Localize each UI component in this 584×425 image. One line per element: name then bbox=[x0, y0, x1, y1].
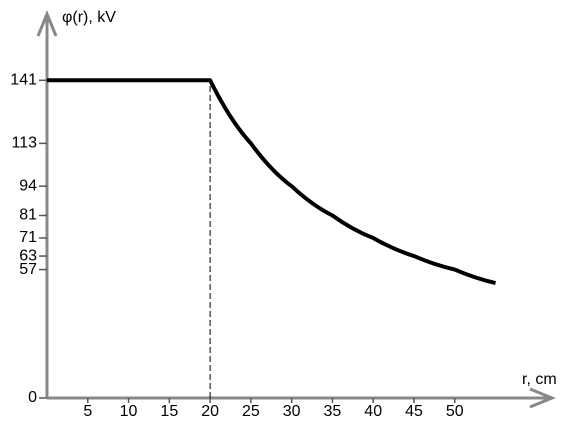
x-axis-arrow bbox=[529, 387, 556, 409]
x-tick-label: 10 bbox=[120, 403, 138, 420]
y-tick-label: 113 bbox=[11, 135, 37, 152]
x-tick-label: 30 bbox=[283, 403, 301, 420]
x-tick-label: 35 bbox=[324, 403, 342, 420]
curve bbox=[47, 78, 496, 286]
x-tick-label: 45 bbox=[405, 403, 423, 420]
y-axis-label: φ(r), kV bbox=[62, 9, 116, 26]
x-tick-label: 20 bbox=[201, 403, 219, 420]
y-tick-label: 63 bbox=[19, 247, 37, 264]
x-tick-label: 5 bbox=[83, 403, 92, 420]
y-tick-label: 71 bbox=[19, 229, 37, 246]
y-tick-label: 57 bbox=[19, 261, 37, 278]
x-tick-label: 15 bbox=[160, 403, 178, 420]
y-tick-label: 81 bbox=[19, 207, 37, 224]
y-tick-label: 94 bbox=[19, 177, 37, 194]
x-tick-label: 25 bbox=[242, 403, 260, 420]
y-axis-arrow bbox=[36, 10, 58, 37]
x-axis-label: r, cm bbox=[522, 371, 557, 388]
y-tick-label: 0 bbox=[28, 389, 37, 406]
x-tick-label: 50 bbox=[446, 403, 464, 420]
y-tick-label: 141 bbox=[10, 71, 37, 88]
x-tick-label: 40 bbox=[364, 403, 382, 420]
